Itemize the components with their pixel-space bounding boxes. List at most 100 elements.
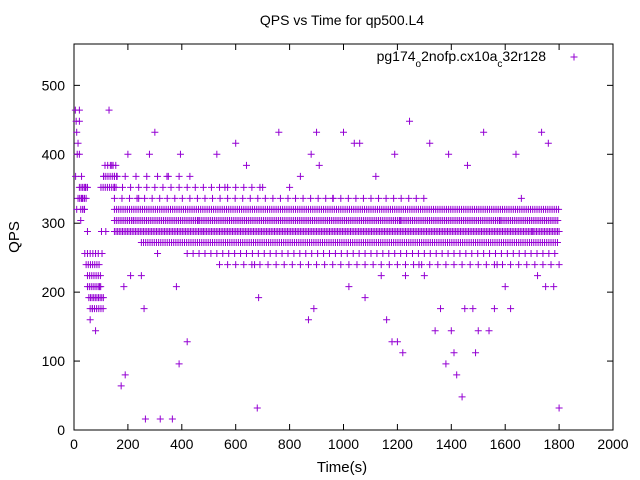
- x-tick-label: 800: [278, 436, 302, 452]
- data-point: [189, 250, 197, 258]
- axis-ticks: 0 200 400 600 800 1000 1200 1400 1600 1800 2000 0 10…: [42, 44, 629, 452]
- data-point: [442, 261, 450, 269]
- data-point: [539, 250, 547, 258]
- data-point: [127, 183, 135, 191]
- data-point: [450, 261, 458, 269]
- data-point: [438, 250, 446, 258]
- data-point: [393, 338, 401, 346]
- data-point: [503, 250, 511, 258]
- data-point: [466, 261, 474, 269]
- data-point: [474, 327, 482, 335]
- data-point: [512, 150, 520, 158]
- data-point: [183, 183, 191, 191]
- data-point: [264, 261, 272, 269]
- data-point: [531, 261, 539, 269]
- data-point: [396, 216, 404, 224]
- data-point: [302, 250, 310, 258]
- data-point: [280, 261, 288, 269]
- legend-marker: [570, 53, 578, 61]
- legend-label-part: c: [497, 59, 502, 70]
- data-point: [377, 272, 385, 280]
- data-point: [121, 172, 129, 180]
- data-point: [397, 194, 405, 202]
- data-point: [246, 194, 254, 202]
- data-point: [201, 194, 209, 202]
- x-tick-label: 2000: [597, 436, 628, 452]
- data-point: [168, 415, 176, 423]
- data-point: [78, 194, 86, 202]
- data-point: [119, 183, 127, 191]
- y-tick-label: 300: [42, 215, 66, 231]
- data-point: [373, 250, 381, 258]
- data-point: [175, 360, 183, 368]
- data-point: [284, 250, 292, 258]
- data-point: [462, 250, 470, 258]
- data-point: [239, 194, 247, 202]
- data-point: [356, 139, 364, 147]
- data-point: [231, 194, 239, 202]
- data-point: [143, 183, 151, 191]
- data-point: [163, 194, 171, 202]
- data-point: [154, 172, 162, 180]
- data-point: [377, 261, 385, 269]
- x-tick-label: 1000: [328, 436, 359, 452]
- data-point: [391, 150, 399, 158]
- x-axis-label: Time(s): [317, 459, 367, 476]
- data-point: [299, 194, 307, 202]
- data-point: [175, 183, 183, 191]
- data-point: [405, 194, 413, 202]
- data-point: [255, 294, 263, 302]
- data-point: [344, 194, 352, 202]
- data-point: [148, 194, 156, 202]
- data-point: [426, 139, 434, 147]
- data-point: [509, 250, 517, 258]
- data-point: [385, 261, 393, 269]
- data-point: [480, 128, 488, 136]
- data-point: [213, 250, 221, 258]
- data-point: [207, 183, 215, 191]
- data-point: [517, 194, 525, 202]
- legend-label: pg174o2nofp.cx10ac32r128: [377, 48, 547, 70]
- data-point: [172, 283, 180, 291]
- plot-frame: [73, 43, 614, 431]
- data-point: [307, 194, 315, 202]
- data-point: [207, 250, 215, 258]
- data-point: [143, 172, 151, 180]
- data-point: [74, 139, 82, 147]
- data-point: [73, 205, 81, 213]
- data-point: [248, 183, 256, 191]
- data-point: [545, 250, 553, 258]
- data-point: [538, 128, 546, 136]
- data-point: [141, 415, 149, 423]
- data-point: [431, 327, 439, 335]
- data-point: [278, 250, 286, 258]
- data-point: [224, 194, 232, 202]
- data-point: [390, 194, 398, 202]
- data-point: [194, 216, 202, 224]
- data-point: [501, 283, 509, 291]
- data-point: [555, 205, 563, 213]
- data-point: [331, 250, 339, 258]
- data-point: [313, 128, 321, 136]
- y-tick-label: 500: [42, 77, 66, 93]
- x-tick-label: 1800: [544, 436, 575, 452]
- data-point: [105, 106, 113, 114]
- data-point: [401, 272, 409, 280]
- data-point: [113, 172, 121, 180]
- data-point: [232, 183, 240, 191]
- data-point: [340, 128, 347, 136]
- data-point: [399, 349, 407, 357]
- data-point: [539, 261, 547, 269]
- data-point: [314, 250, 322, 258]
- data-point: [361, 261, 369, 269]
- data-point: [412, 194, 420, 202]
- data-point: [325, 250, 333, 258]
- data-point: [343, 250, 351, 258]
- data-point: [86, 316, 94, 324]
- data-point: [232, 139, 240, 147]
- data-point: [550, 283, 558, 291]
- data-point: [437, 305, 445, 313]
- legend-label-part: pg174: [377, 48, 416, 64]
- data-point: [352, 194, 360, 202]
- data-point: [480, 250, 488, 258]
